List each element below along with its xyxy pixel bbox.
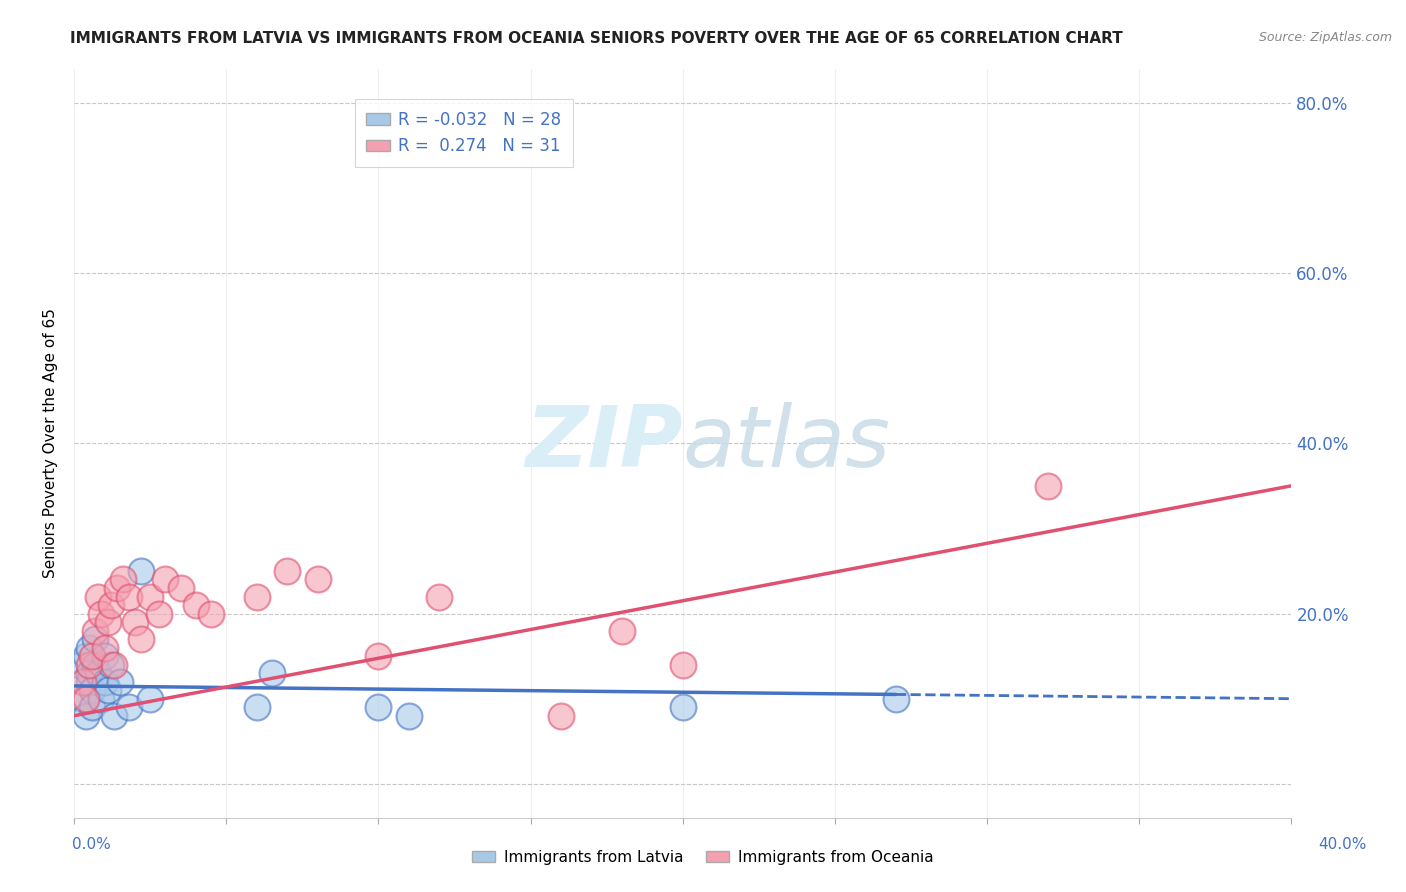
Text: 40.0%: 40.0% [1319,838,1367,852]
Point [75,691,97,706]
Text: IMMIGRANTS FROM LATVIA VS IMMIGRANTS FROM OCEANIA SENIORS POVERTY OVER THE AGE O: IMMIGRANTS FROM LATVIA VS IMMIGRANTS FRO… [70,31,1123,46]
Point [93,640,115,655]
Point [118,700,141,714]
Point [82,700,104,714]
Point [246,590,269,604]
Point [398,708,420,723]
Text: atlas: atlas [683,401,891,484]
Point [103,657,125,672]
Point [79,640,101,655]
Point [672,657,695,672]
Point [260,666,283,681]
Point [90,691,112,706]
Legend: R = -0.032   N = 28, R =  0.274   N = 31: R = -0.032 N = 28, R = 0.274 N = 31 [354,99,572,167]
Point [75,649,97,664]
Point [100,657,122,672]
Point [93,674,115,689]
Point [139,691,162,706]
Point [84,657,107,672]
Point [129,564,152,578]
Point [105,581,128,595]
Text: 0.0%: 0.0% [72,838,111,852]
Point [87,590,110,604]
Point [307,573,329,587]
Point [111,573,134,587]
Point [100,598,122,612]
Point [75,708,97,723]
Point [103,708,125,723]
Point [79,674,101,689]
Legend: Immigrants from Latvia, Immigrants from Oceania: Immigrants from Latvia, Immigrants from … [465,844,941,871]
Point [129,632,152,646]
Point [84,632,107,646]
Point [97,683,120,698]
Point [367,649,389,664]
Point [90,607,112,621]
Point [367,700,389,714]
Point [108,674,131,689]
Point [200,607,222,621]
Point [84,624,107,638]
Point [550,708,572,723]
Point [276,564,298,578]
Point [155,573,177,587]
Point [82,649,104,664]
Point [184,598,207,612]
Point [69,657,91,672]
Point [427,590,450,604]
Point [79,657,101,672]
Point [97,615,120,629]
Point [118,590,141,604]
Point [148,607,170,621]
Point [246,700,269,714]
Point [610,624,633,638]
Point [93,649,115,664]
Point [82,683,104,698]
Point [79,666,101,681]
Point [124,615,146,629]
Point [139,590,162,604]
Point [884,691,907,706]
Text: Source: ZipAtlas.com: Source: ZipAtlas.com [1258,31,1392,45]
Point [672,700,695,714]
Point [87,666,110,681]
Point [72,674,94,689]
Text: ZIP: ZIP [526,401,683,484]
Point [169,581,191,595]
Point [1036,479,1059,493]
Y-axis label: Seniors Poverty Over the Age of 65: Seniors Poverty Over the Age of 65 [44,309,58,578]
Point [72,691,94,706]
